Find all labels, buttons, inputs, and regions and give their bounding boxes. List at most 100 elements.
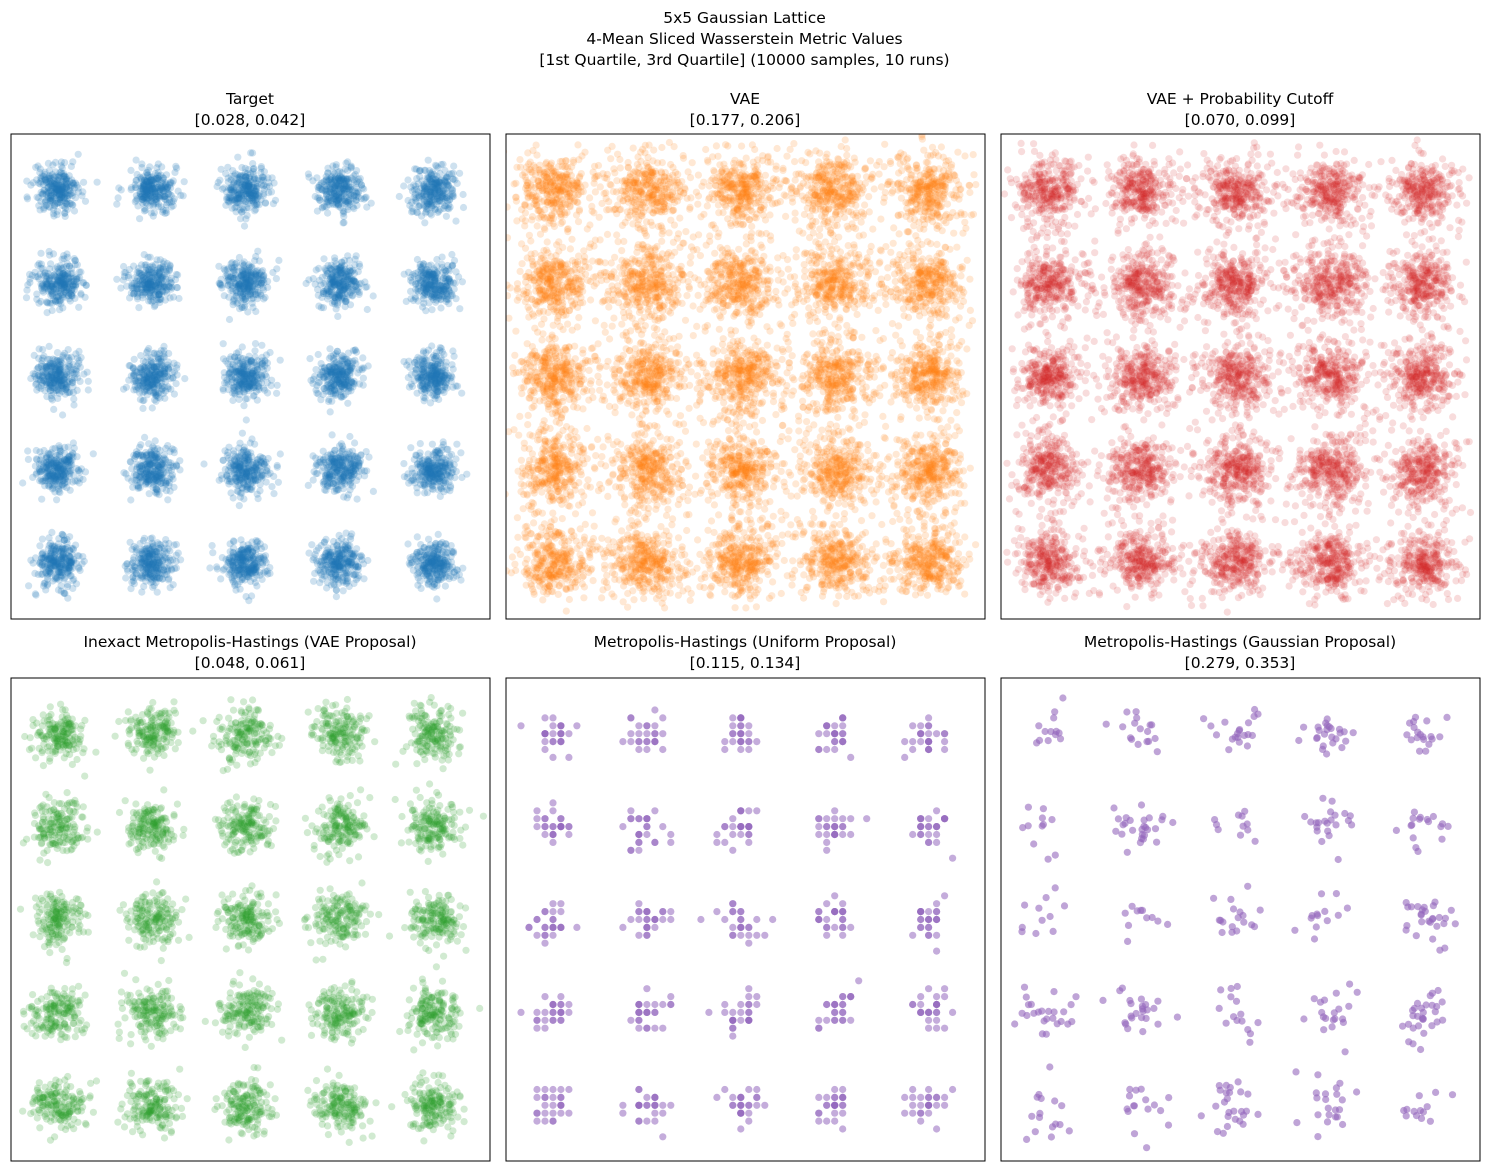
scatter-point (141, 560, 149, 568)
scatter-point (117, 284, 125, 292)
scatter-point (143, 574, 151, 582)
scatter-point (152, 564, 160, 572)
scatter-point (151, 547, 159, 555)
scatter-point (24, 447, 32, 455)
scatter-point (51, 547, 60, 555)
scatter-point (65, 356, 73, 364)
scatter-point (44, 545, 53, 553)
scatter-point (335, 555, 343, 563)
scatter-point (44, 570, 52, 578)
scatter-point (142, 570, 150, 578)
scatter-point (351, 439, 359, 447)
scatter-point (48, 565, 56, 573)
scatter-point (246, 473, 254, 481)
scatter-point (72, 367, 80, 375)
scatter-point (155, 574, 163, 582)
scatter-point (71, 256, 79, 264)
scatter-point (140, 560, 149, 568)
scatter-point (455, 571, 463, 579)
scatter-point (54, 540, 63, 548)
scatter-point (54, 544, 62, 552)
scatter-point (251, 440, 259, 448)
scatter-point (172, 564, 180, 572)
scatter-point (251, 340, 260, 348)
scatter-point (225, 570, 233, 579)
scatter-point (143, 558, 151, 567)
scatter-point (147, 575, 155, 584)
scatter-point (148, 547, 156, 556)
scatter-point (154, 559, 162, 567)
scatter-point (146, 567, 154, 576)
scatter-point (355, 260, 363, 268)
scatter-point (436, 555, 444, 564)
scatter-point (151, 564, 159, 572)
scatter-point (432, 453, 440, 461)
scatter-point (450, 352, 458, 360)
scatter-point (59, 548, 67, 556)
scatter-point (63, 539, 71, 547)
scatter-point (321, 480, 329, 488)
scatter-point (138, 558, 146, 566)
scatter-point (173, 371, 181, 379)
scatter-point (40, 562, 49, 570)
scatter-point (122, 383, 130, 391)
scatter-point (39, 554, 47, 562)
scatter-point (56, 563, 64, 571)
scatter-point (27, 556, 35, 564)
scatter-point (67, 559, 75, 567)
scatter-point (136, 368, 144, 376)
scatter-point (315, 379, 323, 387)
scatter-point (457, 449, 465, 457)
scatter-point (73, 477, 81, 485)
scatter-point (31, 554, 40, 562)
scatter-point (149, 555, 157, 563)
scatter-point (145, 560, 153, 569)
scatter-point (146, 550, 154, 558)
scatter-point (57, 554, 66, 562)
scatter-point (122, 574, 130, 582)
scatter-point (320, 255, 328, 263)
scatter-point (170, 390, 178, 398)
scatter-point (151, 561, 159, 569)
scatter-point (238, 364, 246, 372)
scatter-point (141, 568, 149, 577)
scatter-point (149, 560, 157, 568)
scatter-point (137, 561, 145, 569)
scatter-point (61, 554, 69, 562)
scatter-point (155, 559, 163, 567)
scatter-point (160, 566, 168, 574)
scatter-point (428, 342, 436, 350)
scatter-point (54, 562, 62, 571)
scatter-point (165, 554, 174, 562)
scatter-point (51, 557, 59, 565)
scatter-point (130, 580, 138, 588)
scatter-point (47, 549, 55, 557)
scatter-point (79, 553, 87, 561)
scatter-point (39, 565, 47, 573)
scatter-point (160, 547, 168, 555)
scatter-point (428, 440, 436, 448)
scatter-point (262, 373, 270, 381)
scatter-point (252, 268, 260, 276)
scatter-point (160, 563, 168, 571)
scatter-point (42, 551, 50, 559)
scatter-point (140, 554, 148, 562)
scatter-point (56, 366, 64, 374)
scatter-point (148, 539, 156, 547)
scatter-point (250, 564, 258, 573)
scatter-point (56, 562, 64, 570)
scatter-point (38, 554, 46, 562)
scatter-point (54, 560, 62, 568)
scatter-point (150, 574, 158, 582)
scatter-point (38, 561, 46, 569)
scatter-point (44, 555, 52, 563)
scatter-point (43, 562, 51, 570)
scatter-point (332, 586, 340, 594)
scatter-point (348, 549, 356, 558)
scatter-point (25, 582, 33, 590)
scatter-point (264, 389, 272, 397)
scatter-point (328, 431, 336, 439)
scatter-point (234, 552, 242, 561)
scatter-point (146, 455, 154, 463)
